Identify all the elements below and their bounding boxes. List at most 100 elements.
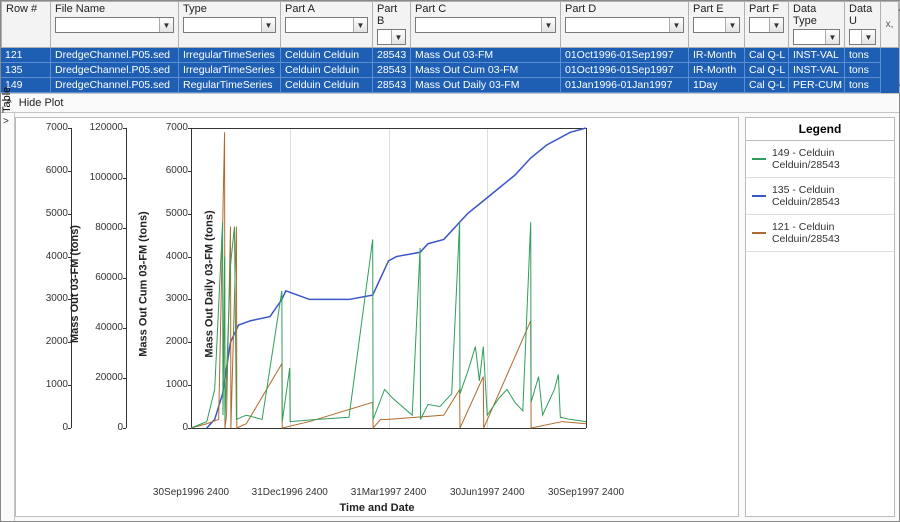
column-pb[interactable]: Part B ▼: [373, 1, 411, 48]
chart-area: 01000200030004000500060007000Mass Out 03…: [15, 117, 739, 517]
column-label: Part F: [749, 3, 784, 15]
plot-wrap: 01000200030004000500060007000Mass Out 03…: [15, 113, 899, 521]
cell-pa: Celduin Celduin: [281, 78, 373, 93]
column-filter-pd[interactable]: ▼: [565, 17, 684, 33]
legend-label: 121 - Celduin Celduin/28543: [772, 221, 888, 245]
chevron-down-icon[interactable]: ▼: [861, 30, 875, 44]
series-135-cumulative: [207, 128, 586, 428]
column-type[interactable]: Type ▼: [179, 1, 281, 48]
column-label: Data Type: [793, 3, 840, 27]
cell-dt: INST-VAL: [789, 63, 845, 78]
x-axis-label: Time and Date: [340, 502, 415, 514]
cell-pf: Cal Q-L: [745, 78, 789, 93]
cell-pd: 01Oct1996-01Sep1997: [561, 48, 689, 63]
cell-pa: Celduin Celduin: [281, 63, 373, 78]
column-filter-file[interactable]: ▼: [55, 17, 174, 33]
legend-label: 135 - Celduin Celduin/28543: [772, 184, 888, 208]
cell-row: 121: [1, 48, 51, 63]
column-label: Row #: [6, 3, 46, 15]
cell-pf: Cal Q-L: [745, 63, 789, 78]
legend-swatch: [752, 195, 766, 197]
x-tick: 30Sep1997 2400: [548, 487, 624, 498]
column-pc[interactable]: Part C ▼: [411, 1, 561, 48]
cell-dt: PER-CUM: [789, 78, 845, 93]
table-row[interactable]: 149DredgeChannel.P05.sedRegularTimeSerie…: [1, 78, 899, 93]
grid-body: 121DredgeChannel.P05.sedIrregularTimeSer…: [1, 48, 899, 93]
table-row[interactable]: 121DredgeChannel.P05.sedIrregularTimeSer…: [1, 48, 899, 63]
column-label: Part C: [415, 3, 556, 15]
cell-pb: 28543: [373, 63, 411, 78]
chevron-down-icon[interactable]: ▼: [391, 30, 405, 44]
chevron-down-icon[interactable]: ▼: [541, 18, 555, 32]
cell-dt: INST-VAL: [789, 48, 845, 63]
chevron-right-icon[interactable]: >: [3, 116, 9, 127]
hide-plot-toggle[interactable]: ^ Hide Plot: [1, 94, 899, 113]
column-filter-du[interactable]: ▼: [849, 29, 876, 45]
x-tick: 31Dec1996 2400: [252, 487, 328, 498]
x-tick: 31Mar1997 2400: [351, 487, 427, 498]
column-filter-dt[interactable]: ▼: [793, 29, 840, 45]
cell-pf: Cal Q-L: [745, 48, 789, 63]
column-filter-pc[interactable]: ▼: [415, 17, 556, 33]
data-grid: Row #File Name▼Type▼Part A▼Part B▼Part C…: [1, 1, 899, 94]
column-pf[interactable]: Part F ▼: [745, 1, 789, 48]
column-label: Type: [183, 3, 276, 15]
legend-title: Legend: [746, 118, 894, 141]
cell-pe: IR-Month: [689, 63, 745, 78]
hide-plot-label: Hide Plot: [19, 97, 64, 109]
cell-du: tons: [845, 78, 881, 93]
sidebar-label: Table: [1, 100, 13, 113]
chevron-down-icon[interactable]: ▼: [669, 18, 683, 32]
column-label: File Name: [55, 3, 174, 15]
cell-pe: IR-Month: [689, 48, 745, 63]
chevron-down-icon[interactable]: ▼: [353, 18, 367, 32]
column-filter-type[interactable]: ▼: [183, 17, 276, 33]
column-label: Part D: [565, 3, 684, 15]
cell-pc: Mass Out Daily 03-FM: [411, 78, 561, 93]
cell-pc: Mass Out 03-FM: [411, 48, 561, 63]
cell-file: DredgeChannel.P05.sed: [51, 78, 179, 93]
chevron-down-icon[interactable]: ▼: [261, 18, 275, 32]
series-121-inst: [191, 132, 586, 428]
cell-row: 135: [1, 63, 51, 78]
cell-type: IrregularTimeSeries: [179, 63, 281, 78]
column-filter-pa[interactable]: ▼: [285, 17, 368, 33]
column-label: Part B: [377, 3, 406, 27]
cell-pb: 28543: [373, 78, 411, 93]
column-filter-pb[interactable]: ▼: [377, 29, 406, 45]
legend-item[interactable]: 121 - Celduin Celduin/28543: [746, 215, 894, 252]
chevron-down-icon[interactable]: ▼: [725, 18, 739, 32]
table-row[interactable]: 135DredgeChannel.P05.sedIrregularTimeSer…: [1, 63, 899, 78]
cell-du: tons: [845, 48, 881, 63]
column-du[interactable]: Data U ▼: [845, 1, 881, 48]
cell-pa: Celduin Celduin: [281, 48, 373, 63]
legend-swatch: [752, 158, 766, 160]
chevron-down-icon[interactable]: ▼: [769, 18, 783, 32]
column-file[interactable]: File Name ▼: [51, 1, 179, 48]
cell-file: DredgeChannel.P05.sed: [51, 63, 179, 78]
chart-svg: [16, 118, 590, 432]
cell-pb: 28543: [373, 48, 411, 63]
column-pa[interactable]: Part A▼: [281, 1, 373, 48]
cell-pd: 01Oct1996-01Sep1997: [561, 63, 689, 78]
column-filter-pf[interactable]: ▼: [749, 17, 784, 33]
left-sidebar[interactable]: > Table: [1, 113, 15, 521]
column-label: Data U: [849, 3, 876, 27]
column-pe[interactable]: Part E ▼: [689, 1, 745, 48]
cell-pd: 01Jan1996-01Jan1997: [561, 78, 689, 93]
cell-type: RegularTimeSeries: [179, 78, 281, 93]
x-tick: 30Sep1996 2400: [153, 487, 229, 498]
column-filter-pe[interactable]: ▼: [693, 17, 740, 33]
chevron-down-icon[interactable]: ▼: [159, 18, 173, 32]
legend-swatch: [752, 232, 766, 234]
column-pd[interactable]: Part D ▼: [561, 1, 689, 48]
app-window: Row #File Name▼Type▼Part A▼Part B▼Part C…: [0, 0, 900, 522]
column-label: Part E: [693, 3, 740, 15]
chevron-down-icon[interactable]: ▼: [825, 30, 839, 44]
legend-label: 149 - Celduin Celduin/28543: [772, 147, 888, 171]
legend-item[interactable]: 135 - Celduin Celduin/28543: [746, 178, 894, 215]
column-row[interactable]: Row #: [1, 1, 51, 48]
legend-item[interactable]: 149 - Celduin Celduin/28543: [746, 141, 894, 178]
series-149-daily: [191, 222, 586, 428]
column-dt[interactable]: Data Type ▼: [789, 1, 845, 48]
